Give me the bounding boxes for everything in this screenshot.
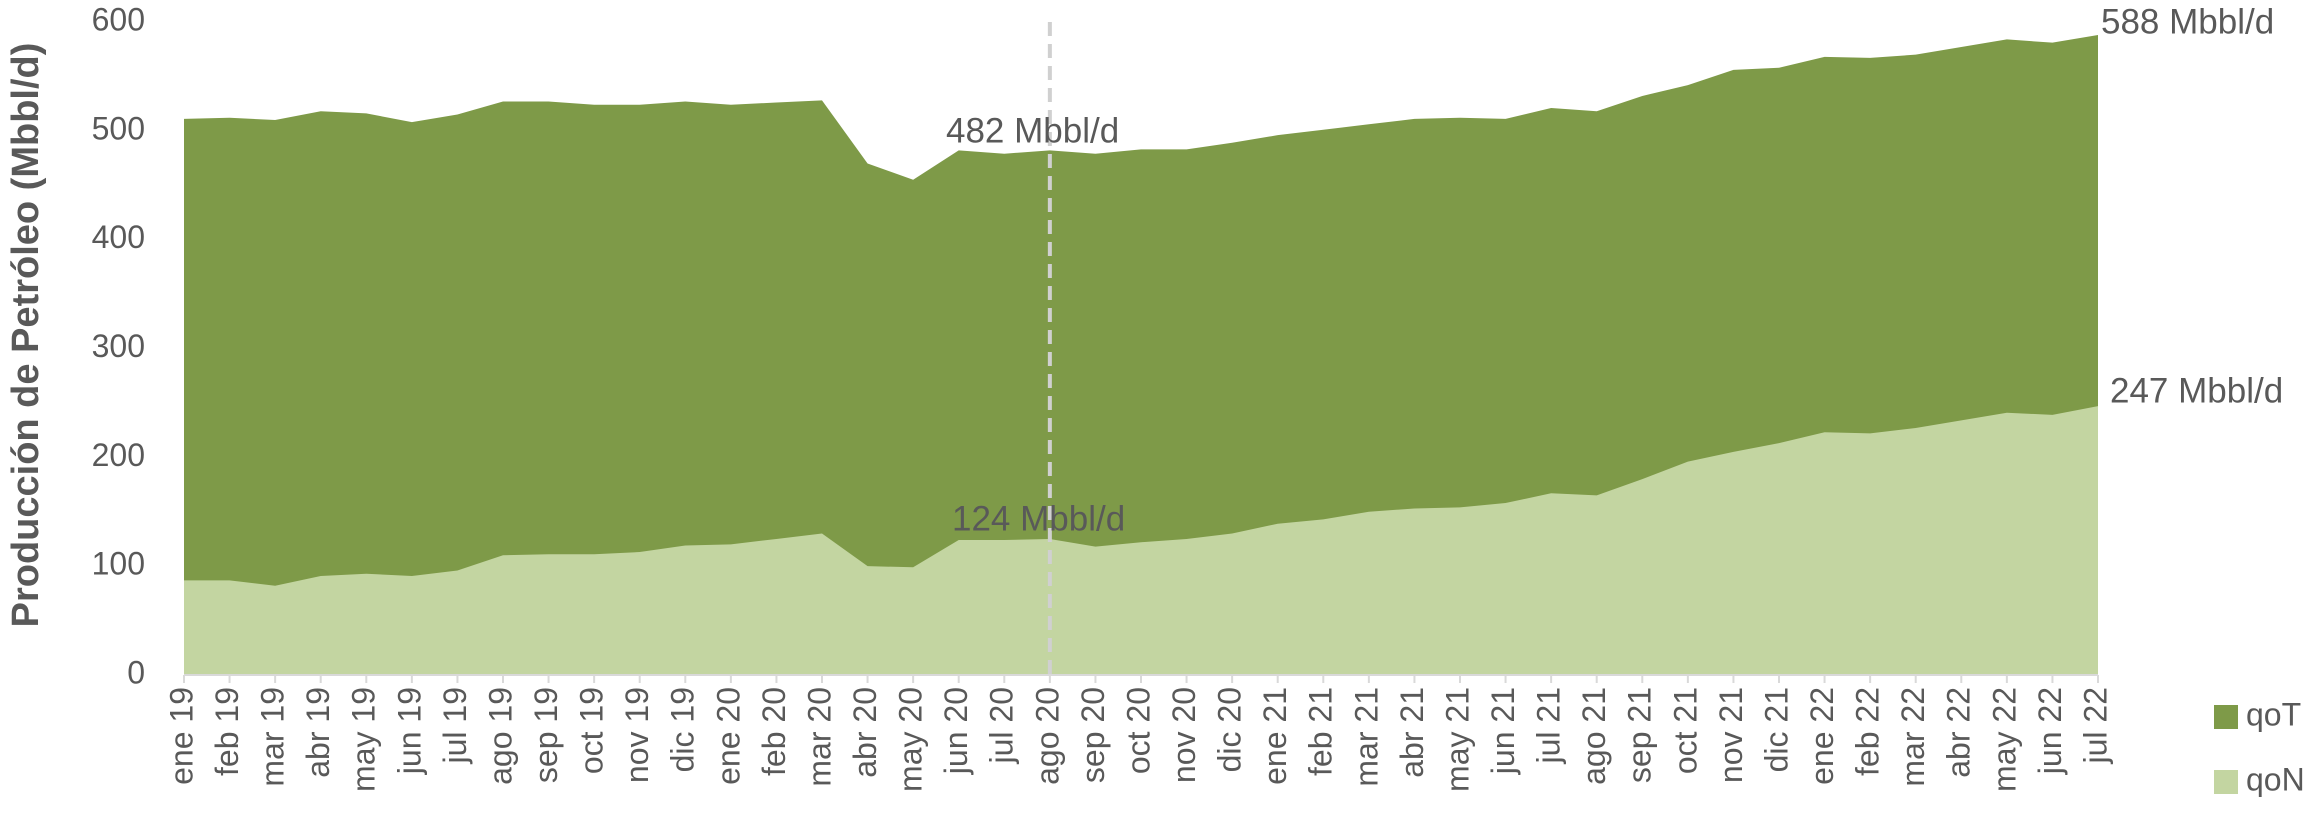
x-tick-label: dic 19 xyxy=(665,687,701,772)
x-tick-label: sep 20 xyxy=(1075,687,1111,783)
x-tick-label: nov 19 xyxy=(619,687,655,783)
x-tick-label: jul 21 xyxy=(1531,687,1567,765)
x-tick-label: jul 22 xyxy=(2077,687,2113,765)
x-tick-label: mar 20 xyxy=(801,687,837,787)
x-tick-label: feb 22 xyxy=(1850,687,1886,776)
x-tick-label: abr 19 xyxy=(300,687,336,778)
x-tick-label: may 21 xyxy=(1439,687,1475,792)
x-tick-label: ago 20 xyxy=(1029,687,1065,785)
x-tick-label: feb 19 xyxy=(209,687,245,776)
area xyxy=(184,406,2098,675)
x-tick-label: jun 22 xyxy=(2032,687,2068,775)
x-tick-label: feb 21 xyxy=(1303,687,1339,776)
x-tick-label: ene 19 xyxy=(163,687,199,785)
x-tick-label: oct 20 xyxy=(1120,687,1156,774)
x-tick-label: jul 19 xyxy=(437,687,473,765)
y-tick-label: 100 xyxy=(92,546,145,582)
x-tick-label: mar 21 xyxy=(1348,687,1384,787)
x-tick-label: oct 19 xyxy=(574,687,610,774)
x-tick-label: ene 22 xyxy=(1804,687,1840,785)
y-tick-label: 300 xyxy=(92,328,145,364)
x-tick-label: abr 21 xyxy=(1394,687,1430,778)
x-tick-label: may 19 xyxy=(346,687,382,792)
legend-swatch xyxy=(2214,705,2238,729)
x-tick-label: ago 21 xyxy=(1576,687,1612,785)
y-axis-label: Producción de Petróleo (Mbbl/d) xyxy=(5,43,47,628)
x-tick-label: ene 21 xyxy=(1257,687,1293,785)
x-tick-label: jun 20 xyxy=(938,687,974,775)
annotation: 482 Mbbl/d xyxy=(946,111,1119,150)
x-tick-label: jun 19 xyxy=(391,687,427,775)
x-tick-label: dic 21 xyxy=(1758,687,1794,772)
x-tick-label: ene 20 xyxy=(710,687,746,785)
x-tick-label: dic 20 xyxy=(1212,687,1248,772)
legend-label: qoT xyxy=(2246,696,2301,732)
y-tick-label: 400 xyxy=(92,219,145,255)
x-tick-label: may 22 xyxy=(1986,687,2022,792)
x-tick-label: may 20 xyxy=(893,687,929,792)
x-tick-label: sep 21 xyxy=(1622,687,1658,783)
x-tick-label: feb 20 xyxy=(756,687,792,776)
x-tick-label: abr 22 xyxy=(1941,687,1977,778)
x-tick-label: oct 21 xyxy=(1667,687,1703,774)
annotation: 124 Mbbl/d xyxy=(952,499,1125,538)
legend-swatch xyxy=(2214,770,2238,794)
annotation: 588 Mbbl/d xyxy=(2101,2,2274,41)
y-tick-label: 200 xyxy=(92,437,145,473)
x-tick-label: mar 19 xyxy=(255,687,291,787)
x-tick-label: sep 19 xyxy=(528,687,564,783)
y-tick-label: 0 xyxy=(127,654,145,690)
x-tick-label: mar 22 xyxy=(1895,687,1931,787)
x-tick-label: jul 20 xyxy=(984,687,1020,765)
y-tick-label: 500 xyxy=(92,110,145,146)
x-tick-label: nov 20 xyxy=(1166,687,1202,783)
x-tick-label: jun 21 xyxy=(1485,687,1521,775)
y-tick-label: 600 xyxy=(92,1,145,37)
x-tick-label: ago 19 xyxy=(482,687,518,785)
x-tick-label: nov 21 xyxy=(1713,687,1749,783)
legend-label: qoN xyxy=(2246,761,2305,797)
x-tick-label: abr 20 xyxy=(847,687,883,778)
annotation: 247 Mbbl/d xyxy=(2110,371,2283,410)
